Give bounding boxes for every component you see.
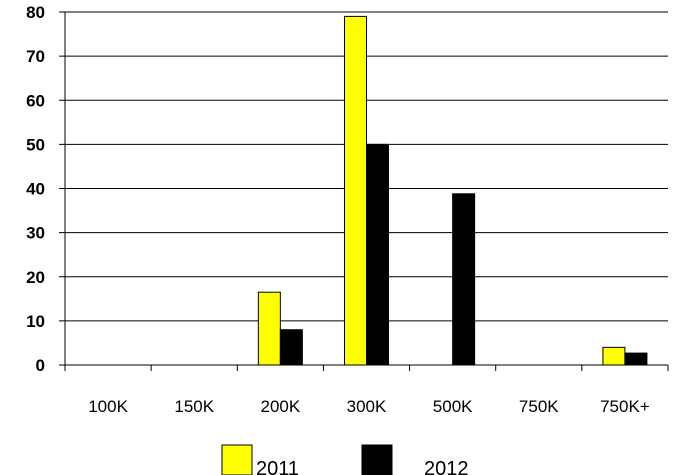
x-tick-label: 750K+ — [600, 397, 650, 416]
x-tick-label: 750K — [519, 397, 559, 416]
bar-2012-300K — [366, 143, 389, 366]
legend-swatch-2012 — [361, 444, 393, 475]
y-tick-label: 10 — [26, 312, 45, 331]
y-tick-label: 40 — [26, 180, 45, 199]
y-tick-label: 50 — [26, 135, 45, 154]
x-tick-label: 300K — [347, 397, 387, 416]
y-tick-label: 60 — [26, 91, 45, 110]
bar-2011-750K+ — [602, 346, 626, 366]
legend-swatch-2011 — [221, 444, 253, 475]
bar-2011-200K — [257, 291, 281, 366]
bar-2012-500K — [452, 193, 476, 366]
x-tick-label: 500K — [433, 397, 473, 416]
x-tick-label: 150K — [174, 397, 214, 416]
legend-label-2011: 2011 — [256, 458, 299, 475]
bars — [257, 15, 648, 366]
y-tick-label: 20 — [26, 268, 45, 287]
x-axis-ticks: 100K 150K 200K 300K 500K 750K 750K+ — [64, 365, 669, 416]
legend-label-2012: 2012 — [424, 458, 469, 475]
y-tick-label: 80 — [26, 3, 45, 22]
y-tick-label: 30 — [26, 224, 45, 243]
legend: 2011 2012 — [221, 444, 469, 475]
y-tick-label: 70 — [26, 47, 45, 66]
bar-2011-300K — [344, 15, 367, 366]
bar-2012-750K+ — [624, 352, 648, 366]
y-tick-label: 0 — [36, 356, 45, 375]
x-tick-label: 100K — [88, 397, 128, 416]
y-axis-ticks: 0 10 20 30 40 50 60 70 80 — [26, 3, 65, 375]
x-tick-label: 200K — [261, 397, 301, 416]
bar-2012-200K — [279, 329, 303, 366]
